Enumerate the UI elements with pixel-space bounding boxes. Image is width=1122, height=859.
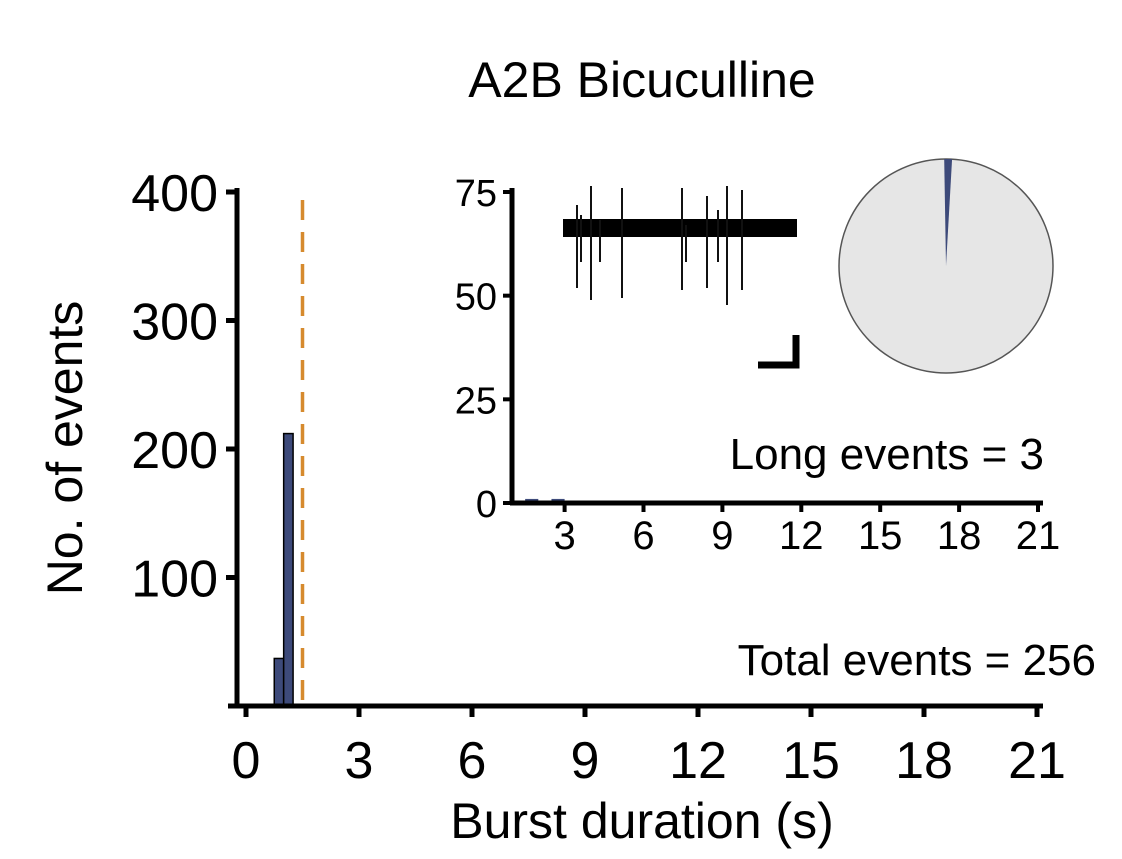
x-tick-label: 3: [345, 732, 374, 790]
inset-bar: [551, 498, 565, 501]
inset-y-tick-label: 0: [476, 484, 497, 526]
histogram-bar: [282, 432, 294, 707]
histogram-bar: [273, 657, 285, 707]
example-trace: [563, 186, 800, 369]
x-tick-label: 21: [1008, 732, 1066, 790]
x-axis-label: Burst duration (s): [450, 793, 833, 849]
x-tick-label: 18: [895, 732, 953, 790]
x-tick-label: 0: [232, 732, 261, 790]
inset-x-tick-label: 21: [1016, 514, 1061, 558]
y-axis-label: No. of events: [37, 301, 93, 596]
x-tick-label: 6: [458, 732, 487, 790]
scale-bar: [758, 335, 800, 369]
inset-x-tick-label: 6: [632, 514, 654, 558]
y-tick-label: 100: [131, 551, 218, 609]
total-events-annotation: Total events = 256: [738, 636, 1096, 685]
y-tick-label: 400: [131, 165, 218, 223]
trace-baseline: [563, 219, 797, 237]
inset-x-tick-label: 12: [779, 514, 824, 558]
inset-histogram: 0 25 50 75 3 6 9 12 15 18 21 Long events = 3: [455, 158, 1060, 558]
inset-x-tick-label: 18: [937, 514, 982, 558]
chart-title: A2B Bicuculline: [468, 52, 815, 108]
inset-bars: [525, 498, 565, 501]
long-events-annotation: Long events = 3: [730, 430, 1044, 479]
y-tick-label: 300: [131, 294, 218, 352]
inset-bar: [525, 498, 539, 501]
main-x-ticks: 0 3 6 9 12 15 18 21: [232, 706, 1066, 790]
x-tick-label: 9: [571, 732, 600, 790]
inset-x-tick-label: 15: [858, 514, 903, 558]
x-tick-label: 12: [669, 732, 727, 790]
inset-y-tick-label: 50: [455, 277, 497, 319]
x-tick-label: 15: [782, 732, 840, 790]
inset-y-tick-label: 25: [455, 380, 497, 422]
inset-y-tick-label: 75: [455, 173, 497, 215]
inset-x-tick-label: 3: [553, 514, 575, 558]
inset-x-ticks: 3 6 9 12 15 18 21: [553, 503, 1060, 558]
pie-slice-long-events: [944, 159, 953, 266]
main-bars: [273, 432, 294, 707]
main-y-ticks: 100 200 300 400: [131, 165, 237, 609]
pie-chart: [838, 158, 1054, 374]
inset-x-tick-label: 9: [711, 514, 733, 558]
y-tick-label: 200: [131, 422, 218, 480]
inset-y-ticks: 0 25 50 75: [455, 173, 512, 526]
trace-spikes: [576, 186, 743, 305]
